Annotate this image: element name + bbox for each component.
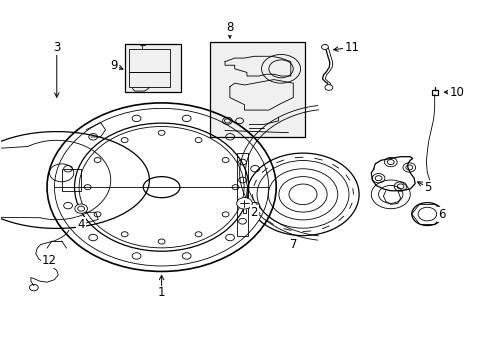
Bar [431, 90, 437, 95]
Text: 2: 2 [250, 206, 258, 219]
Text: 8: 8 [226, 21, 233, 34]
Text: 10: 10 [448, 86, 463, 99]
Circle shape [325, 85, 332, 90]
Circle shape [236, 198, 252, 209]
Bar [210, 42, 305, 137]
Text: 9: 9 [110, 59, 117, 72]
Bar [125, 44, 181, 92]
Circle shape [321, 44, 328, 49]
Text: 1: 1 [158, 287, 165, 300]
Circle shape [75, 204, 87, 213]
Text: 12: 12 [42, 254, 57, 267]
Text: 7: 7 [289, 238, 296, 251]
Text: 5: 5 [423, 181, 430, 194]
Text: 11: 11 [344, 41, 359, 54]
Text: 6: 6 [437, 208, 445, 221]
Text: 3: 3 [53, 41, 61, 54]
Text: 4: 4 [77, 218, 85, 231]
